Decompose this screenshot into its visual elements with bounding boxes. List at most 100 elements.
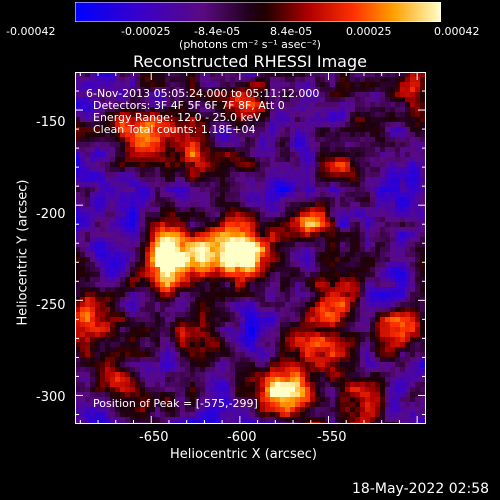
heatmap-cell [155, 392, 160, 397]
heatmap-cell [105, 87, 110, 92]
heatmap-cell [280, 262, 285, 267]
heatmap-cell [330, 247, 335, 252]
heatmap-cell [300, 177, 305, 182]
heatmap-cell [355, 247, 360, 252]
heatmap-cell [95, 122, 100, 127]
heatmap-cell [385, 387, 390, 392]
heatmap-cell [240, 242, 245, 247]
heatmap-cell [310, 202, 315, 207]
heatmap-cell [185, 172, 190, 177]
heatmap-cell [90, 407, 95, 412]
heatmap-cell [95, 152, 100, 157]
heatmap-cell [415, 132, 420, 137]
heatmap-cell [420, 252, 425, 257]
heatmap-cell [95, 212, 100, 217]
heatmap-cell [385, 322, 390, 327]
heatmap-cell [275, 82, 280, 87]
heatmap-cell [180, 102, 185, 107]
heatmap-cell [280, 307, 285, 312]
heatmap-cell [145, 162, 150, 167]
heatmap-cell [280, 77, 285, 82]
heatmap-cell [310, 357, 315, 362]
heatmap-cell [330, 102, 335, 107]
heatmap-cell [175, 387, 180, 392]
heatmap-cell [385, 287, 390, 292]
heatmap-cell [115, 147, 120, 152]
heatmap-cell [280, 247, 285, 252]
heatmap-cell [315, 332, 320, 337]
heatmap-cell [300, 112, 305, 117]
heatmap-cell [220, 262, 225, 267]
heatmap-cell [120, 112, 125, 117]
heatmap-cell [220, 322, 225, 327]
heatmap-cell [130, 192, 135, 197]
heatmap-cell [130, 127, 135, 132]
heatmap-cell [395, 87, 400, 92]
heatmap-cell [120, 382, 125, 387]
heatmap-cell [250, 77, 255, 82]
heatmap-cell [235, 222, 240, 227]
heatmap-cell [100, 387, 105, 392]
heatmap-cell [185, 182, 190, 187]
heatmap-cell [400, 302, 405, 307]
heatmap-cell [340, 157, 345, 162]
heatmap-cell [280, 107, 285, 112]
heatmap-cell [300, 237, 305, 242]
heatmap-cell [100, 262, 105, 267]
heatmap-cell [175, 187, 180, 192]
heatmap-cell [160, 342, 165, 347]
heatmap-cell [165, 72, 170, 77]
heatmap-cell [255, 77, 260, 82]
heatmap-cell [85, 127, 90, 132]
heatmap-cell [385, 352, 390, 357]
heatmap-cell [130, 322, 135, 327]
heatmap-cell [135, 177, 140, 182]
heatmap-cell [320, 407, 325, 412]
heatmap-cell [420, 337, 425, 342]
heatmap-cell [185, 357, 190, 362]
heatmap-cell [210, 182, 215, 187]
heatmap-cell [275, 377, 280, 382]
heatmap-cell [225, 127, 230, 132]
heatmap-cell [210, 297, 215, 302]
heatmap-cell [265, 92, 270, 97]
heatmap-cell [125, 92, 130, 97]
heatmap-cell [305, 407, 310, 412]
heatmap-cell [335, 297, 340, 302]
heatmap-cell [125, 307, 130, 312]
heatmap-cell [335, 377, 340, 382]
heatmap-cell [115, 77, 120, 82]
heatmap-cell [160, 162, 165, 167]
heatmap-cell [400, 212, 405, 217]
heatmap-cell [280, 317, 285, 322]
heatmap-cell [235, 77, 240, 82]
heatmap-cell [275, 167, 280, 172]
heatmap-cell [355, 127, 360, 132]
heatmap-cell [380, 142, 385, 147]
heatmap-cell [380, 392, 385, 397]
heatmap-cell [305, 117, 310, 122]
heatmap-cell [310, 97, 315, 102]
heatmap-cell [315, 207, 320, 212]
heatmap-cell [245, 342, 250, 347]
heatmap-cell [205, 92, 210, 97]
heatmap-cell [390, 382, 395, 387]
heatmap-cell [370, 102, 375, 107]
heatmap-cell [380, 272, 385, 277]
heatmap-cell [345, 257, 350, 262]
heatmap-cell [280, 92, 285, 97]
heatmap-cell [325, 212, 330, 217]
heatmap-cell [165, 307, 170, 312]
heatmap-cell [275, 347, 280, 352]
heatmap-cell [385, 212, 390, 217]
heatmap-cell [300, 372, 305, 377]
heatmap-cell [105, 337, 110, 342]
heatmap-cell [290, 312, 295, 317]
heatmap-cell [215, 417, 220, 422]
heatmap-cell [300, 127, 305, 132]
heatmap-cell [250, 207, 255, 212]
heatmap-cell [210, 142, 215, 147]
heatmap-cell [170, 377, 175, 382]
heatmap-cell [375, 197, 380, 202]
heatmap-cell [320, 417, 325, 422]
